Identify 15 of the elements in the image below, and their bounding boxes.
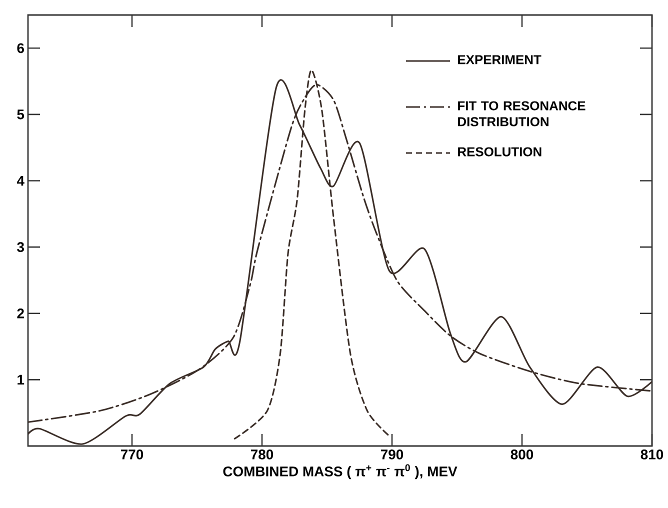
y-tick-label: 2 [17,308,24,318]
x-axis-title: COMBINED MASS ( π$^{+}$ π$^{-}$ π$^{0}$ ), MEV [223,464,458,480]
x-tick-label: 790 [380,450,404,460]
x-tick-label: 800 [510,450,534,460]
legend-label: EXPERIMENT [458,55,542,64]
y-tick-label: 3 [17,242,24,252]
y-tick-label: 6 [17,43,24,54]
y-tick-label: 5 [17,110,24,120]
x-tick-label: 770 [120,450,144,460]
legend-label: FIT TO RESONANCE DISTRIBUTION [458,101,586,126]
x-tick-label: 810 [640,450,664,460]
y-tick-label: 1 [18,374,24,384]
legend-label: RESOLUTION [458,147,542,156]
x-tick-label: 780 [250,450,274,460]
y-tick-label: 4 [16,176,24,186]
